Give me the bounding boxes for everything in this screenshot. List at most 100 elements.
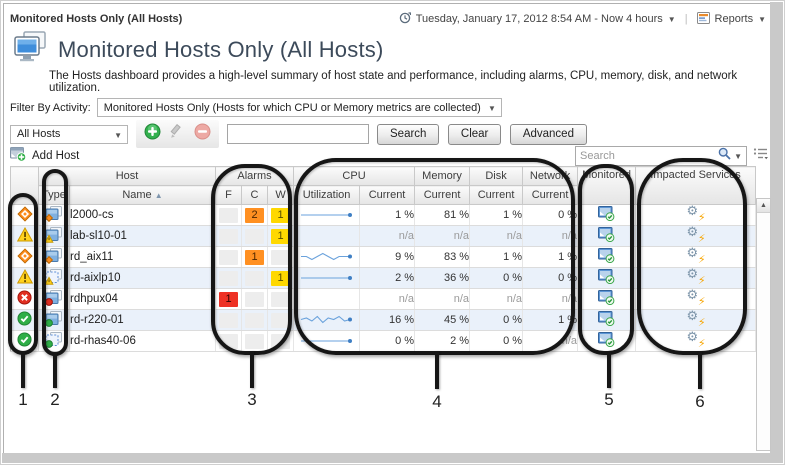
- breadcrumb[interactable]: Monitored Hosts Only (All Hosts): [10, 13, 183, 25]
- impacted-services-icon[interactable]: ⚙ ⚡: [635, 225, 757, 247]
- search-icon[interactable]: [718, 147, 731, 165]
- column-header-status[interactable]: [10, 166, 39, 205]
- host-row-rd-r220-01[interactable]: rd-r220-01 16 % 45 % 0 % 1 % ⚙ ⚡: [10, 309, 757, 331]
- hosts-table-header: Host Alarms CPU Memory Disk Network Moni…: [10, 166, 757, 205]
- host-row-rdhpux04[interactable]: rdhpux04 1 n/a n/a n/a n/a ⚙ ⚡: [10, 288, 757, 310]
- host-name-cell[interactable]: l2000-cs: [69, 204, 216, 226]
- host-name-cell[interactable]: lab-sl10-01: [69, 225, 216, 247]
- reports-dropdown-icon[interactable]: ▼: [758, 14, 766, 24]
- column-header-cpu-current[interactable]: Current: [359, 185, 416, 205]
- monitored-icon[interactable]: [577, 246, 637, 268]
- monitored-icon[interactable]: [577, 267, 637, 289]
- critical-alarm-cell[interactable]: [241, 288, 268, 310]
- cpu-utilization-sparkline[interactable]: [293, 225, 361, 247]
- critical-alarm-cell[interactable]: 1: [241, 246, 268, 268]
- host-row-rd-aixlp10[interactable]: rd-aixlp10 1 2 % 36 % 0 % 0 % ⚙ ⚡: [10, 267, 757, 289]
- host-row-rd-rhas40-06[interactable]: rd-rhas40-06 0 % 2 % 0 % n/a ⚙ ⚡: [10, 330, 757, 352]
- fatal-alarm-cell[interactable]: [215, 225, 242, 247]
- window-right-edge: [770, 2, 783, 454]
- column-header-warning[interactable]: W: [266, 185, 295, 205]
- column-header-utilization[interactable]: Utilization: [293, 185, 361, 205]
- column-group-cpu[interactable]: CPU: [293, 166, 416, 186]
- impacted-services-icon[interactable]: ⚙ ⚡: [635, 267, 757, 289]
- impacted-services-icon[interactable]: ⚙ ⚡: [635, 246, 757, 268]
- critical-alarm-cell[interactable]: [241, 267, 268, 289]
- cpu-utilization-sparkline[interactable]: [293, 309, 361, 331]
- advanced-button[interactable]: Advanced: [509, 123, 587, 145]
- critical-alarm-cell[interactable]: 2: [241, 204, 268, 226]
- remove-list-button[interactable]: [194, 123, 211, 145]
- search-button[interactable]: Search: [377, 123, 440, 145]
- fatal-alarm-cell[interactable]: [215, 267, 242, 289]
- critical-alarm-cell[interactable]: [241, 330, 268, 352]
- impacted-services-icon[interactable]: ⚙ ⚡: [635, 288, 757, 310]
- warning-alarm-cell[interactable]: 1: [267, 225, 295, 247]
- edit-list-button[interactable]: [170, 123, 185, 144]
- fatal-alarm-cell[interactable]: [215, 330, 242, 352]
- column-group-host[interactable]: Host: [38, 166, 216, 186]
- impacted-services-icon[interactable]: ⚙ ⚡: [635, 309, 757, 331]
- cpu-utilization-sparkline[interactable]: [293, 288, 361, 310]
- warning-alarm-cell[interactable]: [267, 330, 295, 352]
- time-range-dropdown-icon[interactable]: ▼: [667, 14, 676, 24]
- filter-by-activity-select[interactable]: Monitored Hosts Only (Hosts for which CP…: [96, 98, 502, 117]
- cpu-utilization-sparkline[interactable]: [293, 204, 361, 226]
- column-header-fatal[interactable]: F: [215, 185, 242, 205]
- column-group-network[interactable]: Network: [522, 166, 579, 186]
- metric-value-cell: 0 %: [469, 330, 524, 352]
- column-header-monitored[interactable]: Monitored: [577, 166, 637, 205]
- cpu-utilization-sparkline[interactable]: [293, 246, 361, 268]
- warning-alarm-cell[interactable]: [267, 309, 295, 331]
- table-customizer-icon[interactable]: [753, 147, 768, 165]
- column-header-critical[interactable]: C: [241, 185, 268, 205]
- critical-alarm-cell[interactable]: [241, 309, 268, 331]
- time-range-label[interactable]: Tuesday, January 17, 2012 8:54 AM - Now …: [415, 13, 663, 25]
- clear-button[interactable]: Clear: [447, 123, 502, 145]
- impacted-services-icon[interactable]: ⚙ ⚡: [635, 204, 757, 226]
- fatal-alarm-cell[interactable]: 1: [215, 288, 242, 310]
- column-header-impacted-services[interactable]: Impacted Services: [635, 166, 757, 205]
- impacted-services-icon[interactable]: ⚙ ⚡: [635, 330, 757, 352]
- host-name-cell[interactable]: rd-aixlp10: [69, 267, 216, 289]
- table-vertical-scrollbar[interactable]: ▲: [756, 198, 771, 451]
- scrollbar-up-icon[interactable]: ▲: [757, 199, 770, 213]
- search-options-dropdown-icon[interactable]: ▼: [734, 151, 742, 161]
- metric-value-cell: 45 %: [414, 309, 471, 331]
- fatal-alarm-cell[interactable]: [215, 246, 242, 268]
- monitored-icon[interactable]: [577, 225, 637, 247]
- host-name-cell[interactable]: rd_aix11: [69, 246, 216, 268]
- host-row-l2000-cs[interactable]: l2000-cs 2 1 1 % 81 % 1 % 0 % ⚙ ⚡: [10, 204, 757, 226]
- fatal-alarm-cell[interactable]: [215, 309, 242, 331]
- monitored-icon[interactable]: [577, 204, 637, 226]
- warning-alarm-cell[interactable]: [267, 288, 295, 310]
- column-group-disk[interactable]: Disk: [469, 166, 524, 186]
- host-row-rd_aix11[interactable]: rd_aix11 1 9 % 83 % 1 % 1 % ⚙ ⚡: [10, 246, 757, 268]
- column-header-memory-current[interactable]: Current: [414, 185, 471, 205]
- host-name-cell[interactable]: rd-r220-01: [69, 309, 216, 331]
- host-name-cell[interactable]: rd-rhas40-06: [69, 330, 216, 352]
- column-group-alarms[interactable]: Alarms: [214, 166, 295, 186]
- cpu-utilization-sparkline[interactable]: [293, 267, 361, 289]
- fatal-alarm-cell[interactable]: [215, 204, 242, 226]
- column-group-memory[interactable]: Memory: [414, 166, 471, 186]
- critical-alarm-cell[interactable]: [241, 225, 268, 247]
- monitored-icon[interactable]: [577, 330, 637, 352]
- monitored-icon[interactable]: [577, 309, 637, 331]
- warning-alarm-cell[interactable]: 1: [267, 267, 295, 289]
- host-search-input[interactable]: [227, 124, 369, 144]
- warning-alarm-cell[interactable]: [267, 246, 295, 268]
- cpu-utilization-sparkline[interactable]: [293, 330, 361, 352]
- add-host-button[interactable]: Add Host: [10, 147, 79, 165]
- warning-alarm-cell[interactable]: 1: [267, 204, 295, 226]
- table-search-input[interactable]: [576, 150, 719, 162]
- add-list-button[interactable]: [144, 123, 161, 145]
- column-header-type[interactable]: Type: [38, 185, 70, 205]
- reports-menu-label[interactable]: Reports: [714, 13, 754, 25]
- column-header-disk-current[interactable]: Current: [469, 185, 524, 205]
- host-row-lab-sl10-01[interactable]: lab-sl10-01 1 n/a n/a n/a n/a ⚙ ⚡: [10, 225, 757, 247]
- column-header-name[interactable]: Name ▲: [69, 185, 216, 205]
- host-name-cell[interactable]: rdhpux04: [69, 288, 216, 310]
- column-header-network-current[interactable]: Current: [522, 185, 579, 205]
- host-scope-select[interactable]: All Hosts ▼: [10, 124, 128, 144]
- monitored-icon[interactable]: [577, 288, 637, 310]
